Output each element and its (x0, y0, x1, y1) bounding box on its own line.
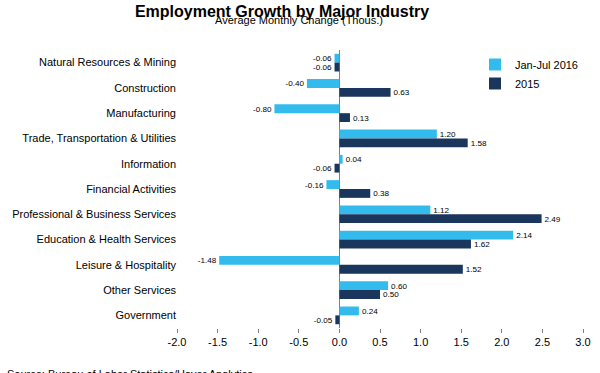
svg-text:Information: Information (121, 158, 176, 170)
svg-text:1.12: 1.12 (433, 206, 449, 215)
svg-text:1.58: 1.58 (471, 139, 487, 148)
svg-text:-0.06: -0.06 (313, 164, 332, 173)
svg-text:-0.5: -0.5 (289, 336, 308, 348)
svg-text:2.0: 2.0 (494, 336, 509, 348)
svg-text:1.0: 1.0 (413, 336, 428, 348)
svg-text:-2.0: -2.0 (168, 336, 187, 348)
svg-text:0.50: 0.50 (383, 290, 399, 299)
svg-text:0.24: 0.24 (362, 307, 378, 316)
svg-text:Manufacturing: Manufacturing (106, 107, 176, 119)
svg-text:-0.05: -0.05 (314, 316, 333, 325)
svg-text:2.49: 2.49 (545, 215, 561, 224)
svg-text:Construction: Construction (114, 82, 176, 94)
svg-text:2015: 2015 (515, 78, 539, 90)
svg-text:0.13: 0.13 (353, 114, 369, 123)
svg-text:0.04: 0.04 (346, 155, 362, 164)
svg-text:0.38: 0.38 (373, 189, 389, 198)
svg-text:Government: Government (115, 309, 176, 321)
svg-text:-0.06: -0.06 (313, 63, 332, 72)
svg-text:-1.5: -1.5 (208, 336, 227, 348)
svg-text:1.5: 1.5 (454, 336, 469, 348)
svg-text:3.0: 3.0 (575, 336, 590, 348)
svg-text:1.52: 1.52 (466, 265, 482, 274)
svg-text:Other Services: Other Services (103, 284, 176, 296)
svg-text:Employment Growth by Major Ind: Employment Growth by Major Industry (135, 3, 429, 20)
svg-text:1.62: 1.62 (474, 240, 490, 249)
svg-text:2.14: 2.14 (516, 231, 532, 240)
svg-text:Financial Activities: Financial Activities (86, 183, 176, 195)
svg-text:-1.0: -1.0 (249, 336, 268, 348)
svg-text:Average Monthly Change (Thous.: Average Monthly Change (Thous.) (215, 14, 383, 26)
svg-text:-0.80: -0.80 (253, 105, 272, 114)
svg-text:2.5: 2.5 (535, 336, 550, 348)
svg-text:Source: Bureau of Labor Statis: Source: Bureau of Labor Statistics/Haver… (7, 368, 253, 373)
svg-text:Education & Health Services: Education & Health Services (37, 233, 177, 245)
svg-text:0.60: 0.60 (391, 282, 407, 291)
svg-text:1.20: 1.20 (440, 130, 456, 139)
svg-text:Trade, Transportation & Utilit: Trade, Transportation & Utilities (22, 132, 176, 144)
svg-text:Natural Resources & Mining: Natural Resources & Mining (39, 56, 176, 68)
svg-text:-0.40: -0.40 (285, 79, 304, 88)
svg-text:Professional & Business Servic: Professional & Business Services (12, 208, 176, 220)
svg-text:-0.06: -0.06 (313, 54, 332, 63)
svg-text:0.63: 0.63 (394, 88, 410, 97)
svg-text:Leisure & Hospitality: Leisure & Hospitality (76, 259, 177, 271)
svg-text:0.0: 0.0 (332, 336, 347, 348)
svg-text:-0.16: -0.16 (305, 181, 324, 190)
svg-text:Jan-Jul 2016: Jan-Jul 2016 (515, 59, 578, 71)
svg-text:-1.48: -1.48 (198, 256, 217, 265)
svg-text:0.5: 0.5 (372, 336, 387, 348)
